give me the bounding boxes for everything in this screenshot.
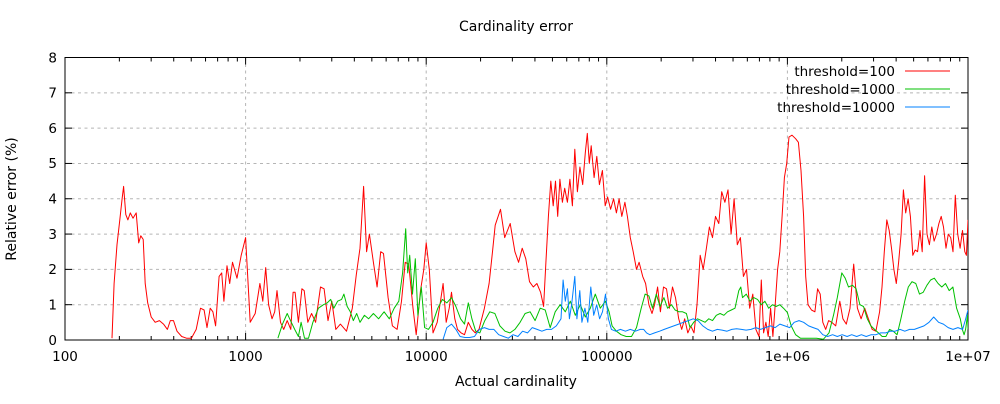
y-tick-label: 8 — [48, 50, 57, 66]
grid-layer — [65, 57, 968, 340]
series-layer — [111, 132, 968, 340]
y-tick-label: 3 — [48, 227, 57, 243]
axes-layer: 100 1000 10000 100000 1e+06 1e+07 0 1 2 3 4 5 6 7 8 — [48, 50, 990, 365]
x-axis-label: Actual cardinality — [455, 374, 577, 390]
y-tick-label: 4 — [48, 192, 57, 208]
series-line-1 — [277, 228, 968, 340]
y-tick-label: 1 — [48, 297, 57, 313]
legend-label-2: threshold=10000 — [777, 100, 895, 116]
y-tick-label: 0 — [48, 333, 57, 349]
series-line-2 — [442, 275, 968, 340]
tick-labels: 100 1000 10000 100000 1e+06 1e+07 0 1 2 3 4 5 6 7 8 — [48, 50, 990, 365]
y-axis-label: Relative error (%) — [4, 137, 20, 260]
x-tick-label: 1e+07 — [945, 349, 990, 365]
legend: threshold=100 threshold=1000 threshold=100… — [777, 64, 950, 116]
y-tick-label: 6 — [48, 121, 57, 137]
x-tick-label: 100000 — [581, 349, 633, 365]
x-tick-label: 1000 — [228, 349, 262, 365]
x-tick-label: 10000 — [405, 349, 448, 365]
legend-label-0: threshold=100 — [794, 64, 895, 80]
x-tick-label: 100 — [52, 349, 78, 365]
chart-title: Cardinality error — [459, 19, 573, 35]
grid — [65, 57, 968, 340]
series-line-0 — [111, 132, 968, 339]
x-tick-label: 1e+06 — [765, 349, 810, 365]
legend-label-1: threshold=1000 — [786, 82, 895, 98]
y-tick-label: 2 — [48, 262, 57, 278]
y-tick-label: 7 — [48, 86, 57, 102]
y-tick-label: 5 — [48, 156, 57, 172]
tick-marks — [64, 57, 969, 341]
